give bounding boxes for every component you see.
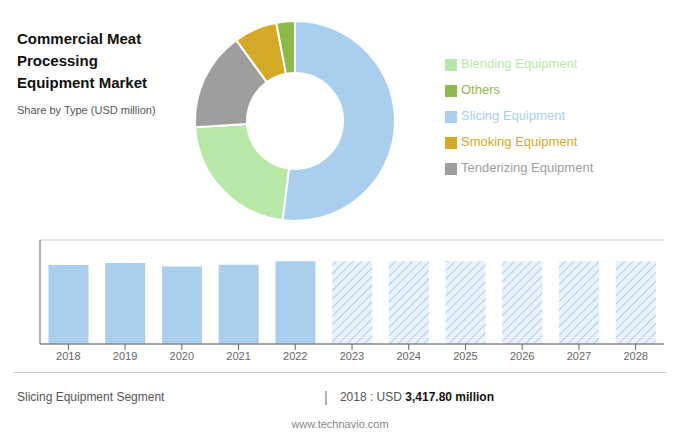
svg-text:2024: 2024 — [396, 350, 420, 362]
html-text:Tenderizing Equipment: Tenderizing Equipment — [461, 160, 594, 175]
html-text:www.technavio.com: www.technavio.com — [291, 418, 389, 430]
svg-text:2020: 2020 — [170, 350, 194, 362]
html-text:Commercial Meat Processing Equ: Commercial Meat Processing Equipment Mar… — [17, 30, 147, 91]
svg-text:2023: 2023 — [340, 350, 364, 362]
html-text:Slicing Equipment: Slicing Equipment — [461, 108, 566, 123]
svg-text:2028: 2028 — [623, 350, 647, 362]
html-text:Others: Others — [461, 82, 500, 97]
svg-text:2022: 2022 — [283, 350, 307, 362]
svg-text:2025: 2025 — [453, 350, 477, 362]
html-text:Blending Equipment: Blending Equipment — [461, 56, 578, 71]
svg-text:2021: 2021 — [226, 350, 250, 362]
html-text:Slicing Equipment Segment: Slicing Equipment Segment — [17, 389, 165, 404]
svg-text:2026: 2026 — [510, 350, 534, 362]
svg-text:2019: 2019 — [113, 350, 137, 362]
html-text:Share by Type (USD million): Share by Type (USD million) — [17, 104, 156, 116]
html-text:2018 : USD 3,417.80 million: 2018 : USD 3,417.80 million — [339, 389, 494, 404]
svg-text:2018: 2018 — [56, 350, 80, 362]
svg-text:2027: 2027 — [567, 350, 591, 362]
html-text:Smoking Equipment: Smoking Equipment — [461, 134, 578, 149]
